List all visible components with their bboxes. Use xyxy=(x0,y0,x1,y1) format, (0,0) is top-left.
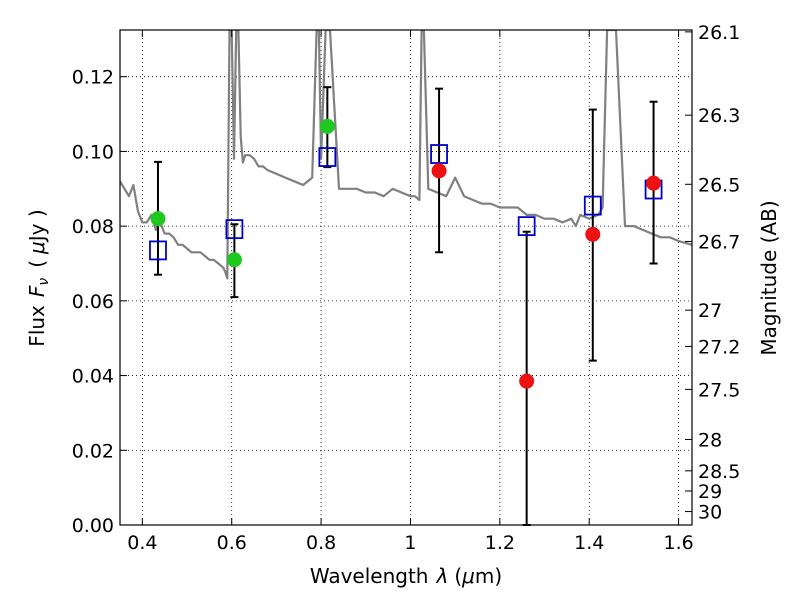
y-axis-label-text: Flux xyxy=(25,305,49,347)
y-tick-label: 0.06 xyxy=(72,291,114,313)
red-data-point xyxy=(431,163,447,179)
y-tick-label: 0.02 xyxy=(72,440,114,462)
y2-tick-label: 26.5 xyxy=(698,174,740,196)
y2-tick-label: 28.5 xyxy=(698,461,740,483)
model-square-marker xyxy=(517,216,536,237)
y2-tick-label: 27 xyxy=(698,300,722,322)
y2-tick-label: 26.1 xyxy=(698,22,740,44)
red-data-point xyxy=(646,175,662,191)
x-axis-label: Wavelength λ (μm) xyxy=(310,564,502,588)
y-axis-label-subscript: ν xyxy=(36,278,52,286)
y-tick-label: 0.00 xyxy=(72,515,114,537)
y2-tick-label: 29 xyxy=(698,481,722,503)
x-axis-label-unit-open: ( xyxy=(454,564,462,588)
model-square-marker xyxy=(430,144,448,164)
model-square-marker xyxy=(225,219,244,240)
x-axis-label-unit-rest: m) xyxy=(475,564,502,588)
model-square-marker xyxy=(149,240,167,261)
y2-tick-label: 30 xyxy=(698,502,722,524)
x-tick-label: 0.4 xyxy=(127,532,157,554)
y2-tick-label: 28 xyxy=(698,429,722,451)
y-tick-label: 0.10 xyxy=(72,141,114,163)
green-data-point xyxy=(226,252,242,268)
tick-layer: 0.4 0.6 0.8 1 1.2 1.4 1.6 0.00 0.02 0.04 0.06 0.08 0… xyxy=(72,22,741,554)
y2-axis-label: Magnitude (AB) xyxy=(757,200,781,355)
x-tick-label: 0.8 xyxy=(306,532,336,554)
plot-frame xyxy=(119,29,693,526)
x-tick-label: 1.6 xyxy=(663,532,693,554)
x-tick-label: 1 xyxy=(404,532,416,554)
y-axis-label-unit-open: ( xyxy=(25,260,49,268)
red-data-point xyxy=(585,226,601,242)
y-axis-label-unit-mu: μ xyxy=(25,241,49,255)
sed-layer xyxy=(120,30,692,280)
green-data-point xyxy=(319,118,335,134)
x-tick-label: 1.2 xyxy=(485,532,515,554)
y2-tick-label: 26.7 xyxy=(698,231,740,253)
y-tick-label: 0.12 xyxy=(72,67,114,89)
green-data-point xyxy=(150,211,166,227)
y-axis-label: Flux Fν ( μJy ) xyxy=(25,209,52,346)
marker-layer xyxy=(149,118,663,389)
y-tick-label: 0.08 xyxy=(72,216,114,238)
x-tick-label: 1.4 xyxy=(574,532,604,554)
y2-tick-label: 27.2 xyxy=(698,336,740,358)
model-square-marker xyxy=(583,195,602,216)
sed-model-line xyxy=(120,30,692,280)
y-tick-label: 0.04 xyxy=(72,366,114,388)
y-axis-label-unit-rest: Jy ) xyxy=(25,209,49,243)
x-axis-label-symbol: λ xyxy=(435,564,448,588)
y2-tick-label: 27.5 xyxy=(698,379,740,401)
y-axis-label-symbol: F xyxy=(25,285,49,297)
model-square-marker xyxy=(318,147,337,167)
x-axis-label-unit-mu: μ xyxy=(461,564,475,588)
x-axis-label-text: Wavelength xyxy=(310,564,429,588)
red-data-point xyxy=(519,373,535,389)
y2-tick-label: 26.3 xyxy=(698,105,740,127)
x-tick-label: 0.6 xyxy=(217,532,247,554)
